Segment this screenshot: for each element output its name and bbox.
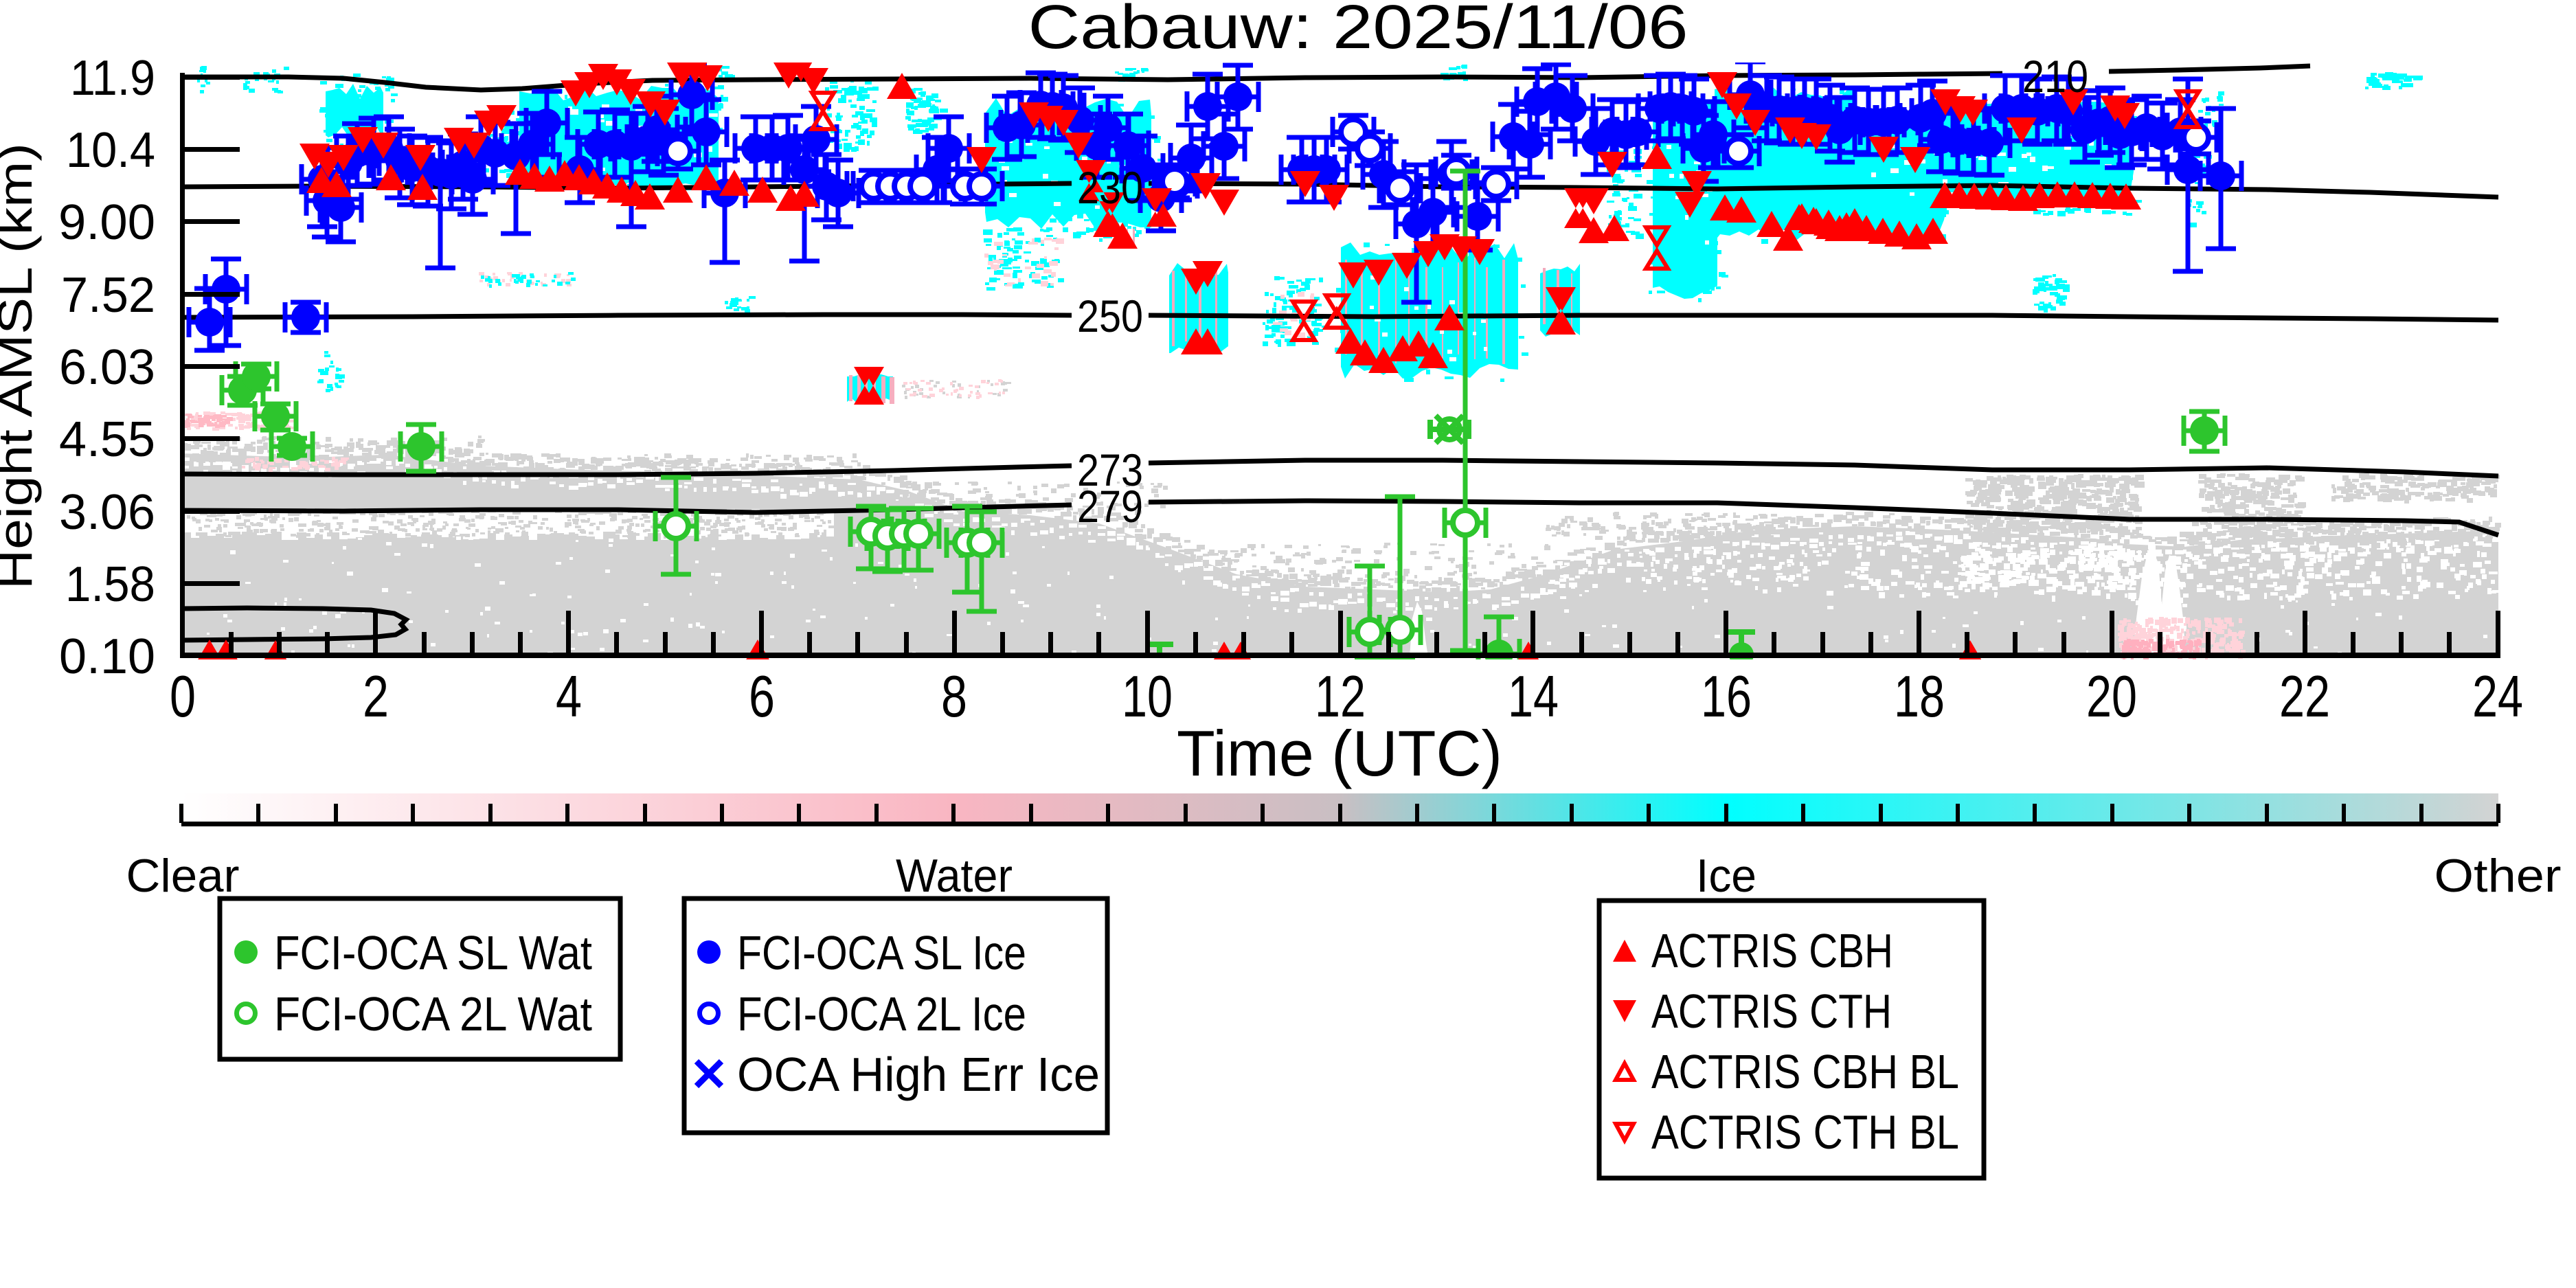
svg-text:ACTRIS CTH: ACTRIS CTH (1651, 984, 1892, 1038)
svg-text:ACTRIS CBH BL: ACTRIS CBH BL (1651, 1045, 1959, 1098)
svg-text:0: 0 (170, 664, 196, 730)
svg-text:10.4: 10.4 (66, 123, 155, 178)
svg-text:ACTRIS CBH: ACTRIS CBH (1651, 924, 1893, 978)
svg-text:6: 6 (749, 664, 775, 730)
svg-text:ACTRIS CTH BL: ACTRIS CTH BL (1651, 1105, 1959, 1159)
svg-text:2: 2 (363, 664, 389, 730)
svg-text:273: 273 (1077, 444, 1143, 495)
svg-text:18: 18 (1894, 664, 1945, 730)
svg-text:210: 210 (2022, 51, 2088, 102)
svg-text:22: 22 (2279, 664, 2330, 730)
svg-text:Ice: Ice (1696, 850, 1756, 902)
svg-text:FCI-OCA SL Ice: FCI-OCA SL Ice (737, 926, 1026, 980)
svg-text:3.06: 3.06 (59, 485, 155, 540)
svg-text:230: 230 (1077, 162, 1143, 213)
svg-text:0.10: 0.10 (59, 629, 155, 684)
svg-text:Other: Other (2434, 850, 2562, 902)
svg-text:4: 4 (556, 664, 582, 730)
svg-text:7.52: 7.52 (61, 268, 155, 323)
svg-text:20: 20 (2086, 664, 2137, 730)
svg-text:250: 250 (1077, 291, 1143, 341)
svg-text:9.00: 9.00 (58, 195, 155, 250)
svg-text:Water: Water (896, 850, 1013, 902)
svg-text:Clear: Clear (126, 850, 240, 902)
svg-text:Cabauw: 2025/11/06: Cabauw: 2025/11/06 (1028, 0, 1688, 62)
svg-text:14: 14 (1508, 664, 1559, 730)
svg-text:24: 24 (2472, 664, 2523, 730)
svg-text:OCA High Err Ice: OCA High Err Ice (737, 1048, 1100, 1101)
svg-text:FCI-OCA 2L Ice: FCI-OCA 2L Ice (737, 987, 1026, 1041)
svg-text:12: 12 (1315, 664, 1366, 730)
svg-text:Height AMSL (km): Height AMSL (km) (0, 143, 42, 589)
svg-text:11.9: 11.9 (70, 51, 155, 106)
svg-text:6.03: 6.03 (59, 340, 155, 395)
svg-text:279: 279 (1077, 481, 1143, 532)
svg-text:FCI-OCA 2L Wat: FCI-OCA 2L Wat (274, 987, 592, 1041)
svg-text:Time (UTC): Time (UTC) (1177, 717, 1502, 789)
svg-text:16: 16 (1701, 664, 1752, 730)
svg-text:1.58: 1.58 (65, 557, 155, 612)
svg-text:FCI-OCA SL Wat: FCI-OCA SL Wat (274, 926, 592, 980)
svg-text:4.55: 4.55 (59, 412, 155, 467)
svg-text:8: 8 (941, 664, 967, 730)
svg-text:10: 10 (1122, 664, 1173, 730)
